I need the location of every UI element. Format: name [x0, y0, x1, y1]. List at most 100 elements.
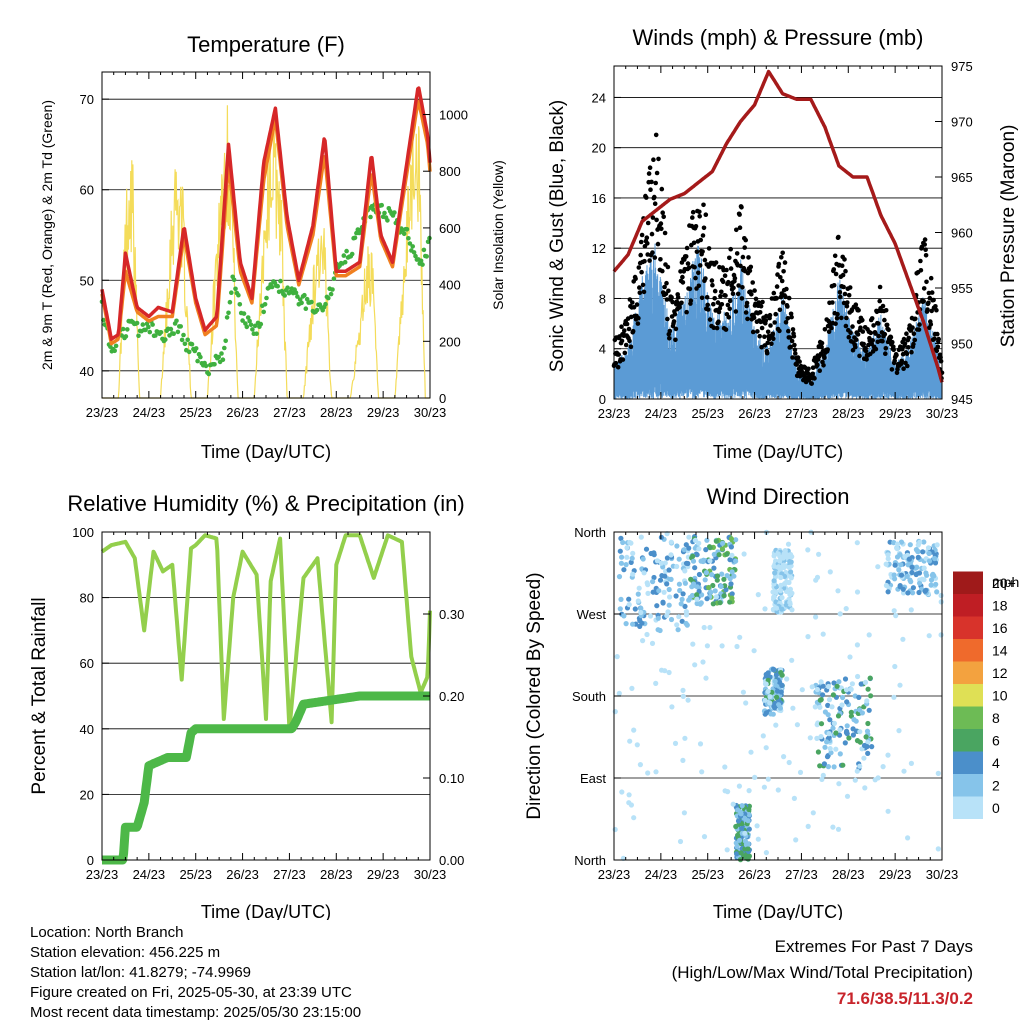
gust-point [658, 257, 663, 262]
dewpoint-point [189, 341, 195, 347]
direction-point [739, 825, 745, 832]
gust-point [765, 329, 771, 335]
x-tick-label: 30/23 [414, 405, 447, 420]
direction-point [834, 683, 840, 689]
direction-point [674, 543, 680, 549]
gust-point [659, 186, 665, 192]
dewpoint-point [168, 326, 174, 332]
dewpoint-point [379, 202, 385, 208]
dewpoint-point [295, 294, 300, 299]
direction-point [738, 850, 744, 856]
direction-point [826, 731, 832, 737]
x-tick-label: 29/23 [879, 406, 912, 421]
direction-point [862, 785, 868, 791]
gust-point [659, 226, 664, 232]
direction-point [840, 762, 846, 768]
gust-point [645, 220, 651, 226]
gust-point [630, 300, 635, 305]
dewpoint-point [309, 299, 314, 305]
direction-point [651, 574, 657, 581]
dewpoint-point [226, 310, 231, 316]
direction-point [657, 627, 663, 634]
direction-point [777, 558, 783, 564]
gust-point [627, 338, 632, 344]
gust-point [707, 317, 713, 322]
gust-point [846, 334, 852, 340]
direction-point [791, 795, 798, 802]
direction-point [784, 676, 790, 682]
dewpoint-point [195, 358, 200, 364]
gust-point [728, 266, 734, 271]
direction-point [729, 552, 735, 559]
direction-point [857, 763, 863, 769]
gust-point [669, 295, 674, 300]
direction-point [840, 694, 846, 701]
dewpoint-point [224, 315, 230, 320]
direction-point [697, 601, 703, 607]
gust-point [860, 317, 865, 323]
direction-xlabel: Time (Day/UTC) [713, 902, 843, 920]
gust-point [684, 309, 689, 315]
direction-point [926, 558, 933, 564]
direction-point [621, 613, 627, 619]
gust-point [639, 232, 645, 238]
gust-point [822, 327, 828, 332]
x-tick-label: 28/23 [832, 867, 865, 882]
direction-point [710, 601, 716, 607]
direction-point [743, 700, 749, 706]
direction-point [668, 539, 674, 545]
direction-point [905, 835, 911, 841]
direction-point [629, 685, 635, 692]
gust-point [641, 289, 647, 295]
dewpoint-point [143, 327, 148, 333]
direction-point [690, 553, 696, 559]
dewpoint-point [420, 262, 425, 267]
direction-point [644, 631, 650, 638]
direction-point [708, 589, 714, 596]
dewpoint-point [245, 315, 251, 320]
direction-point [854, 642, 861, 648]
dewpoint-point [352, 235, 358, 241]
direction-point [630, 550, 636, 557]
direction-point [904, 573, 910, 580]
gust-point [737, 212, 742, 217]
dewpoint-point [401, 231, 407, 237]
direction-point [854, 738, 861, 744]
gust-point [725, 302, 731, 308]
gust-point [716, 319, 721, 325]
gust-point [687, 286, 693, 292]
gust-point [662, 230, 668, 236]
direction-point [722, 764, 728, 770]
direction-point [781, 754, 787, 760]
gust-point [790, 327, 796, 332]
direction-point [916, 589, 922, 596]
direction-point [910, 585, 917, 591]
direction-point [669, 704, 675, 710]
gust-point [777, 328, 782, 334]
direction-point [786, 759, 792, 766]
direction-point [680, 757, 686, 764]
gust-point [922, 242, 927, 247]
direction-point [619, 554, 625, 560]
dewpoint-point [392, 210, 397, 215]
direction-point [807, 735, 813, 741]
direction-point [617, 548, 623, 554]
dewpoint-point [158, 330, 164, 335]
direction-point [938, 632, 944, 638]
gust-point [936, 336, 941, 342]
direction-point [827, 569, 833, 575]
direction-point [720, 540, 726, 546]
gust-point [616, 352, 621, 357]
direction-point [776, 702, 782, 708]
direction-point [883, 561, 889, 567]
dewpoint-point [254, 331, 259, 337]
gust-point [646, 171, 652, 176]
direction-point [719, 546, 726, 552]
gust-point [705, 302, 710, 308]
gust-point [819, 340, 825, 346]
dewpoint-point [237, 302, 243, 307]
gust-point [842, 291, 848, 297]
direction-title: Wind Direction [706, 484, 849, 509]
gust-point [660, 268, 665, 274]
direction-point [844, 728, 850, 734]
